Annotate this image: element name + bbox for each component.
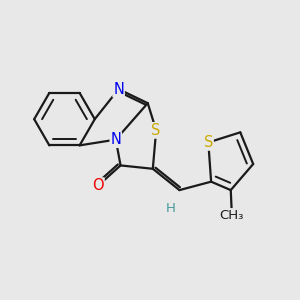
Text: N: N: [113, 82, 124, 97]
Text: S: S: [204, 135, 213, 150]
Text: S: S: [152, 123, 161, 138]
Text: CH₃: CH₃: [220, 209, 244, 222]
Text: N: N: [110, 132, 121, 147]
Text: O: O: [92, 178, 104, 193]
Text: H: H: [165, 202, 175, 215]
